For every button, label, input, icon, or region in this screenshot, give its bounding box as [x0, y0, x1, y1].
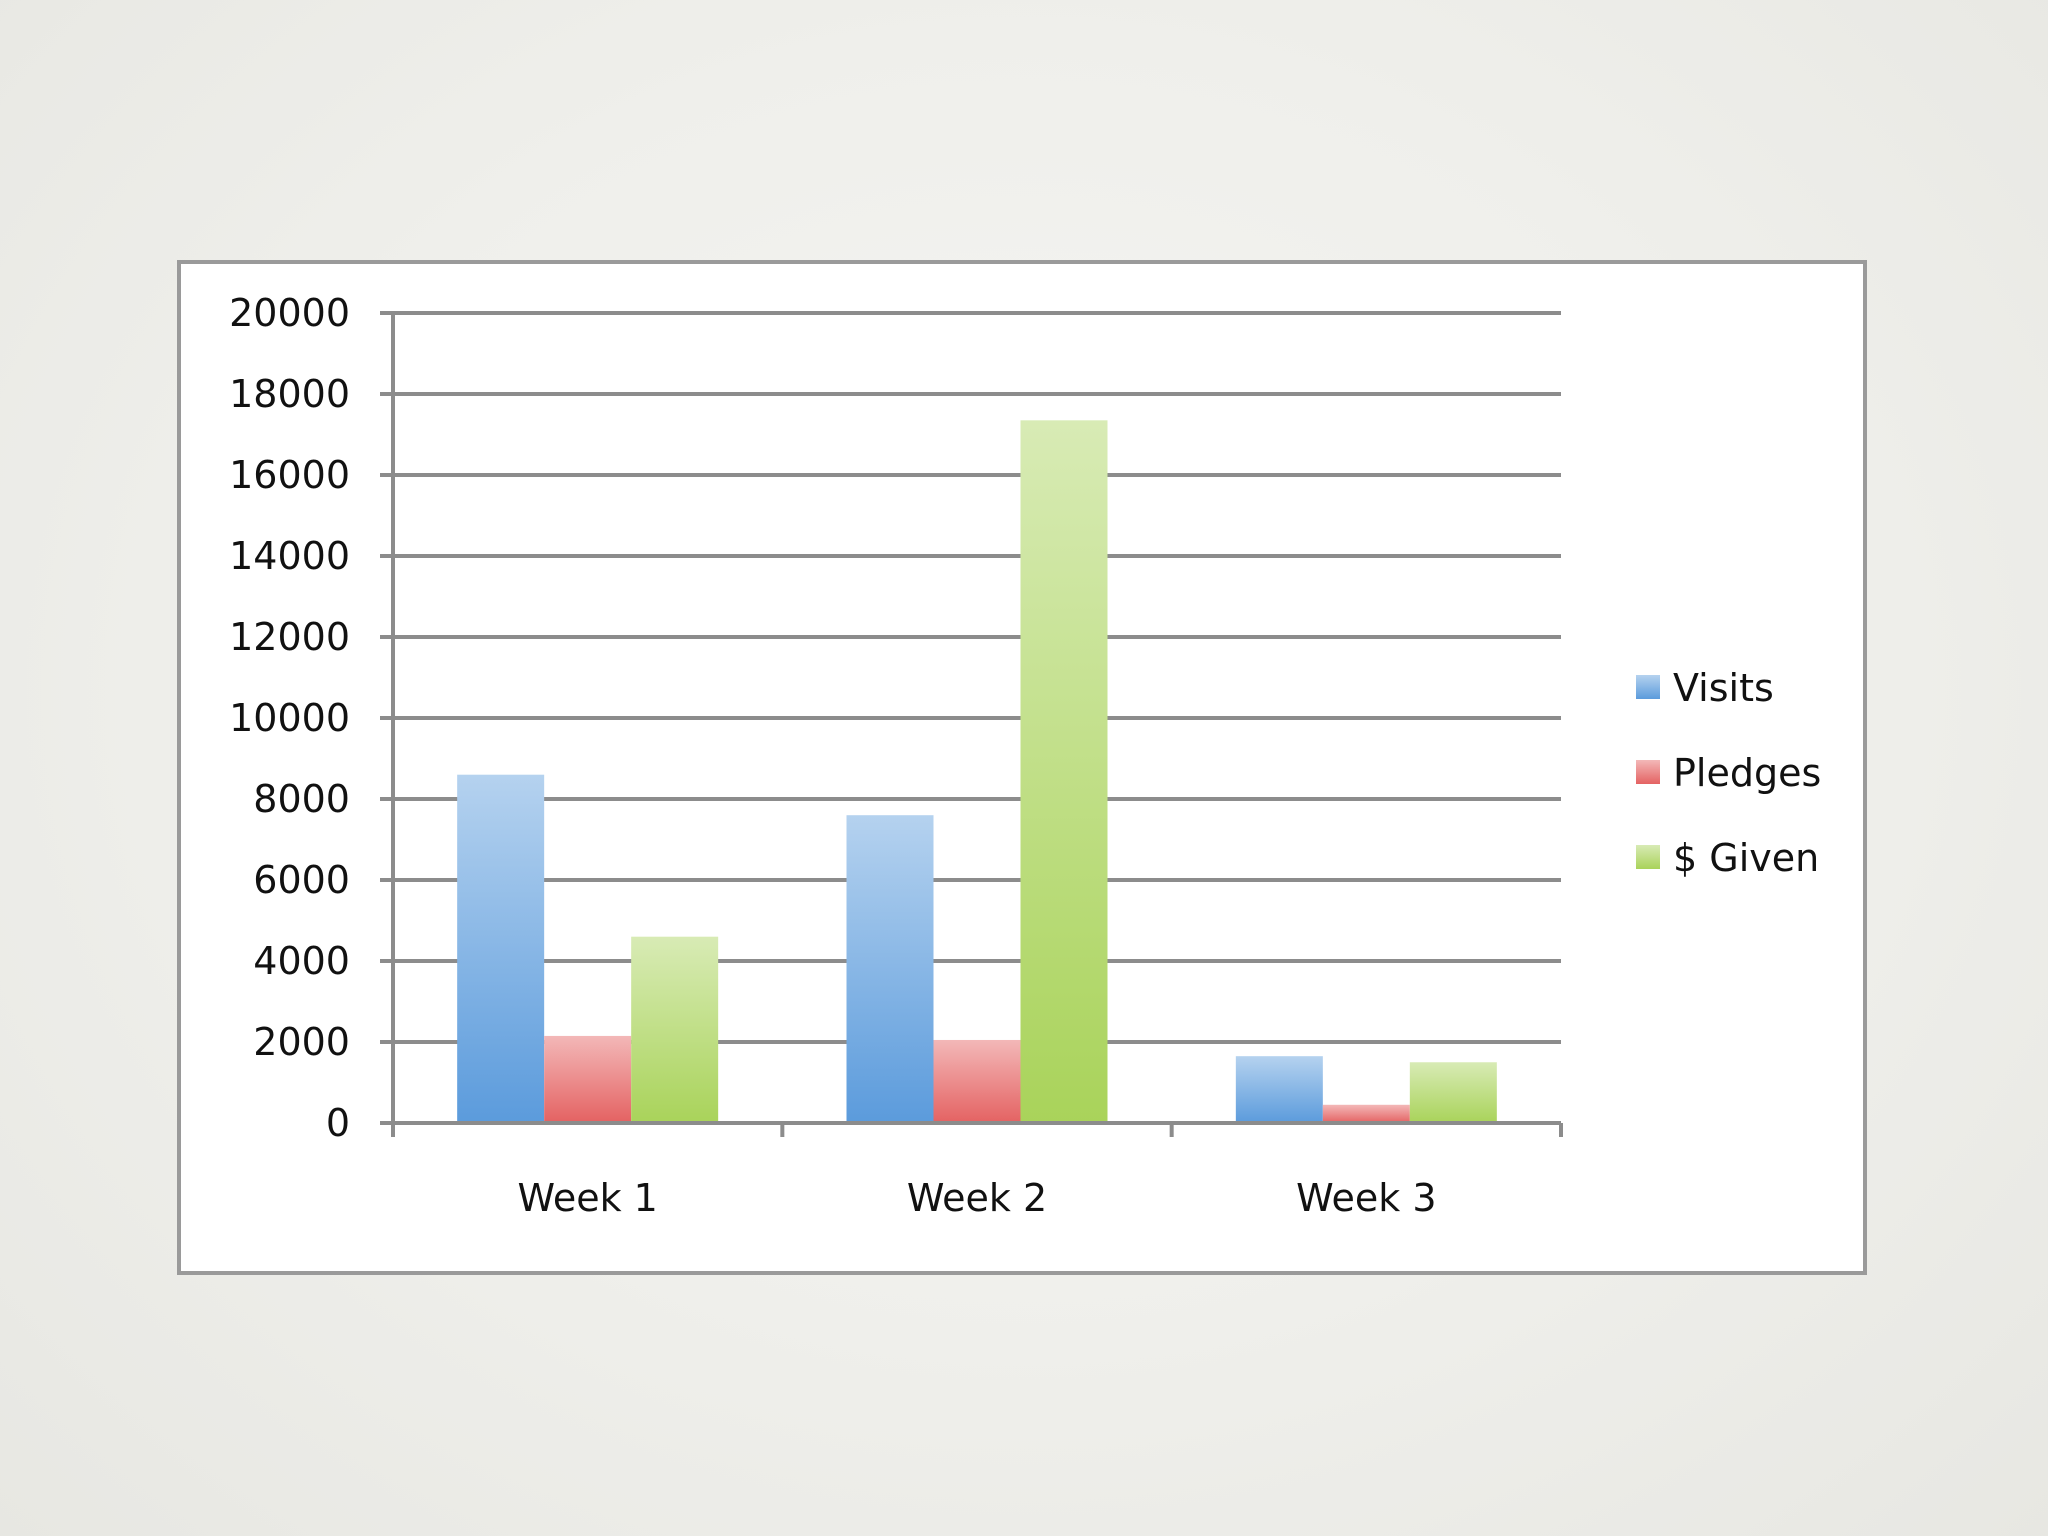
y-tick-label: 12000	[229, 615, 350, 659]
legend-swatch	[1636, 760, 1660, 784]
legend-label: Visits	[1673, 666, 1774, 710]
y-tick-label: 10000	[229, 696, 350, 740]
axes	[391, 312, 1563, 1137]
y-tick-label: 8000	[253, 777, 350, 821]
bar-pledges-2	[933, 1039, 1021, 1123]
bar-visits-1	[457, 774, 545, 1123]
bar-pledges-1	[544, 1035, 632, 1123]
legend-swatch	[1636, 675, 1660, 699]
bar-given-2	[1020, 420, 1108, 1123]
bar-given-3	[1409, 1062, 1497, 1123]
legend: Visits Pledges $ Given	[1636, 666, 1821, 880]
y-tick-label: 2000	[253, 1020, 350, 1064]
bars	[457, 420, 1497, 1123]
bar-visits-2	[846, 815, 934, 1123]
y-tick-label: 6000	[253, 858, 350, 902]
bar-pledges-3	[1322, 1104, 1410, 1123]
legend-swatch	[1636, 845, 1660, 869]
y-tick-label: 18000	[229, 372, 350, 416]
bar-given-1	[631, 936, 719, 1123]
x-tick-labels: Week 1 Week 2 Week 3	[517, 1176, 1436, 1220]
x-tick-label: Week 1	[517, 1176, 657, 1220]
y-tick-label: 0	[326, 1101, 350, 1145]
y-tick-label: 16000	[229, 453, 350, 497]
legend-label: Pledges	[1673, 751, 1821, 795]
y-tick-label: 4000	[253, 939, 350, 983]
bar-visits-3	[1235, 1056, 1323, 1123]
x-tick-label: Week 3	[1296, 1176, 1436, 1220]
legend-label: $ Given	[1673, 836, 1819, 880]
y-tick-label: 14000	[229, 534, 350, 578]
x-tick-label: Week 2	[907, 1176, 1047, 1220]
y-tick-label: 20000	[229, 291, 350, 335]
y-tick-labels: 0 2000 4000 6000 8000 10000 12000 14000 16000 180…	[229, 291, 350, 1145]
